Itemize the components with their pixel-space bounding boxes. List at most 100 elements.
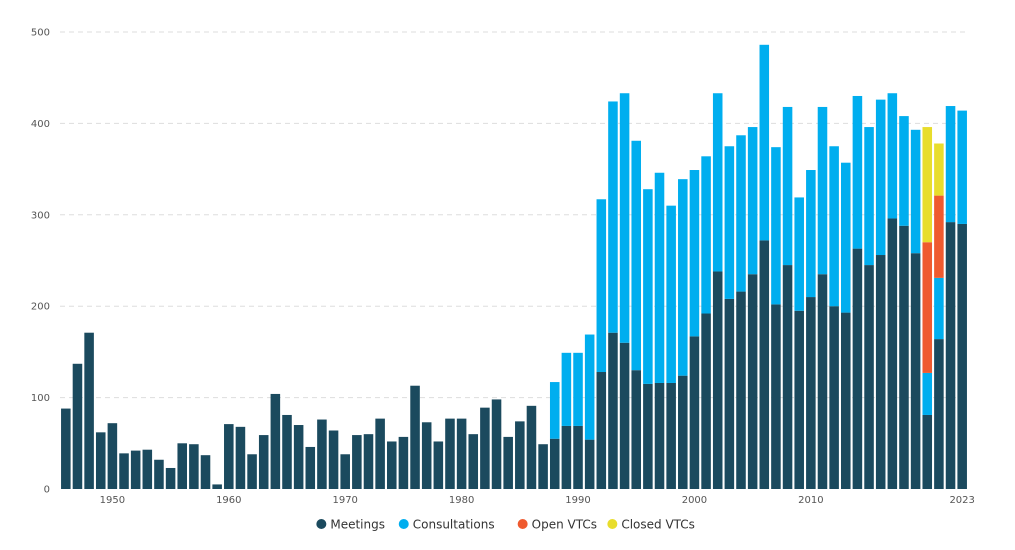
bar-consultations-1996 [643, 189, 653, 384]
bar-meetings-1947 [72, 363, 83, 489]
bar-meetings-1970 [340, 454, 350, 489]
bar-consultations-2001 [701, 156, 711, 314]
bar-meetings-1962 [247, 454, 257, 489]
legend-label-open-vtcs: Open VTCs [532, 518, 597, 532]
bar-closed-vtcs-2021 [934, 143, 944, 196]
bar-consultations-2005 [747, 127, 758, 275]
legend-label-closed-vtcs: Closed VTCs [621, 518, 695, 532]
bar-meetings-1969 [328, 430, 339, 489]
bar-meetings-1987 [538, 444, 548, 489]
bar-meetings-1946 [61, 408, 71, 489]
bar-consultations-2019 [910, 129, 921, 254]
bar-meetings-2013 [840, 312, 851, 489]
bar-meetings-1986 [526, 405, 537, 489]
bar-meetings-1973 [375, 418, 385, 489]
bar-open-vtcs-2021 [934, 195, 944, 278]
bar-consultations-1990 [573, 352, 583, 426]
bar-meetings-1995 [631, 370, 642, 489]
x-tick-label-1950: 1950 [100, 495, 125, 506]
bar-meetings-1978 [433, 441, 444, 489]
y-tick-label-0: 0 [44, 485, 50, 496]
bar-meetings-1965 [282, 414, 292, 489]
bar-consultations-2013 [840, 162, 851, 313]
bar-meetings-1977 [421, 422, 432, 489]
bar-meetings-2011 [817, 274, 828, 489]
bar-meetings-2016 [875, 255, 886, 489]
bar-meetings-1968 [317, 419, 327, 489]
bar-consultations-1989 [561, 352, 572, 426]
bar-consultations-1993 [608, 101, 618, 333]
bar-meetings-1957 [189, 444, 199, 489]
bar-meetings-1979 [445, 418, 455, 489]
bar-meetings-1981 [468, 434, 479, 489]
bar-meetings-1953 [142, 449, 153, 489]
bar-meetings-1954 [154, 459, 164, 489]
bar-consultations-1991 [584, 334, 595, 440]
bar-meetings-1989 [561, 425, 572, 489]
bar-meetings-1990 [573, 425, 583, 489]
bar-meetings-2023 [957, 223, 967, 489]
bar-consultations-2002 [712, 93, 723, 272]
gridlines [60, 31, 968, 399]
bar-meetings-2017 [887, 218, 898, 489]
bar-meetings-2021 [934, 339, 944, 489]
bar-meetings-1984 [503, 436, 513, 489]
bar-meetings-2008 [782, 265, 793, 489]
bar-meetings-1997 [654, 382, 665, 489]
bar-meetings-1991 [584, 439, 595, 489]
bar-consultations-2007 [771, 147, 781, 305]
bar-consultations-2004 [736, 135, 746, 292]
bar-meetings-1974 [386, 441, 397, 489]
bar-meetings-1952 [130, 450, 141, 489]
bar-meetings-1988 [549, 438, 560, 489]
bar-meetings-2012 [829, 306, 839, 489]
bar-meetings-2022 [945, 222, 956, 489]
bar-consultations-2020 [922, 372, 933, 415]
bar-consultations-1997 [654, 172, 665, 383]
bar-consultations-2017 [887, 93, 898, 219]
bar-consultations-2003 [724, 146, 735, 299]
bar-consultations-2011 [817, 106, 828, 275]
y-tick-label-300: 300 [31, 210, 50, 221]
bar-meetings-1960 [224, 424, 234, 489]
bar-consultations-1999 [678, 179, 688, 376]
bar-meetings-2007 [771, 304, 781, 489]
x-tick-label-1990: 1990 [565, 495, 590, 506]
bar-consultations-2015 [864, 127, 874, 266]
bar-meetings-2005 [747, 274, 758, 489]
bar-consultations-2008 [782, 106, 793, 266]
bar-meetings-1999 [678, 375, 688, 489]
bar-meetings-2014 [852, 248, 863, 489]
bar-meetings-2015 [864, 265, 874, 489]
bar-meetings-1958 [200, 455, 211, 489]
bar-meetings-1967 [305, 446, 316, 489]
y-tick-label-200: 200 [31, 302, 50, 313]
x-tick-label-1980: 1980 [449, 495, 474, 506]
bar-consultations-2000 [689, 170, 700, 337]
bar-consultations-1992 [596, 199, 607, 373]
bar-meetings-1956 [177, 443, 188, 489]
bar-meetings-1949 [95, 432, 106, 489]
bar-meetings-2020 [922, 414, 933, 489]
bar-meetings-1993 [608, 332, 618, 489]
bar-consultations-2009 [794, 197, 804, 311]
legend-label-consultations: Consultations [413, 518, 495, 532]
bar-closed-vtcs-2020 [922, 127, 933, 243]
bar-meetings-1959 [212, 484, 222, 489]
bar-consultations-1994 [619, 93, 630, 343]
bar-consultations-1998 [666, 205, 676, 383]
x-tick-label-2000: 2000 [682, 495, 707, 506]
bar-consultations-2023 [957, 110, 967, 224]
bar-consultations-2016 [875, 99, 886, 256]
bar-meetings-2004 [736, 291, 746, 489]
legend-marker-consultations [398, 519, 409, 529]
bar-consultations-1995 [631, 140, 642, 371]
bars [61, 44, 967, 489]
legend-marker-meetings [316, 519, 327, 529]
bar-meetings-1963 [258, 435, 269, 489]
bar-meetings-2003 [724, 298, 735, 489]
x-tick-label-2023: 2023 [949, 495, 974, 506]
bar-consultations-2014 [852, 95, 863, 249]
bar-meetings-1961 [235, 426, 246, 489]
